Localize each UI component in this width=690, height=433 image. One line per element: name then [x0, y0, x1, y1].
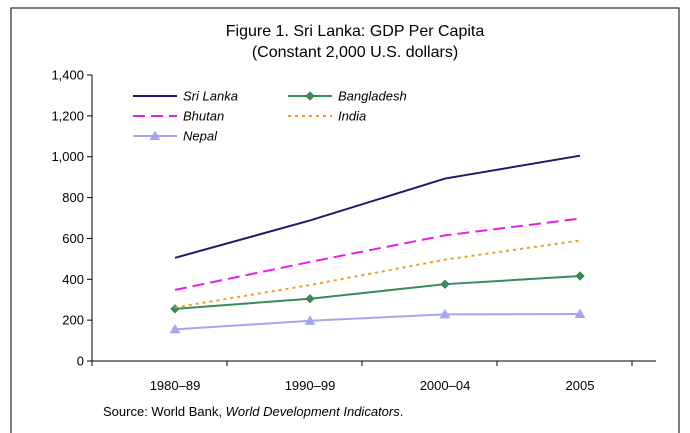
source-prefix: Source: World Bank,: [103, 404, 226, 419]
series-line-bangladesh: [174, 275, 581, 310]
x-tick-label: 2005: [566, 378, 595, 393]
y-tick-label: 1,000: [51, 149, 84, 164]
source-suffix: .: [400, 404, 404, 419]
data-point-bangladesh: [575, 271, 585, 281]
legend-item-bangladesh: Bangladesh: [288, 89, 407, 104]
chart-frame: [10, 7, 680, 433]
data-point-bangladesh: [305, 293, 315, 304]
plot-area: 0 200 400 600 800 1,000 1,200 1,400 1980–89 1990–…: [51, 68, 656, 393]
legend-label: Bhutan: [183, 109, 224, 124]
data-point-nepal: [169, 323, 181, 334]
legend-item-bhutan: Bhutan: [133, 109, 224, 124]
y-tick-label: 600: [62, 231, 84, 246]
series-line-nepal: [174, 313, 581, 331]
y-tick-label: 1,200: [51, 108, 84, 123]
data-point-nepal: [439, 308, 451, 319]
legend-item-nepal: Nepal: [133, 129, 218, 144]
y-tick-label: 400: [62, 272, 84, 287]
legend-item-sri-lanka: Sri Lanka: [133, 89, 238, 104]
legend-marker: [149, 130, 161, 140]
y-tick-label: 1,400: [51, 68, 84, 83]
data-point-nepal: [304, 315, 316, 325]
series-line-sri-lanka: [174, 154, 581, 259]
x-tick-label: 1990–99: [285, 378, 336, 393]
legend-marker: [305, 91, 315, 101]
source-title: World Development Indicators: [226, 404, 401, 419]
legend: Sri Lanka Bangladesh Bhutan India Nepal: [133, 89, 407, 144]
chart-title: Figure 1. Sri Lanka: GDP Per Capita: [226, 23, 485, 40]
x-tick-label: 1980–89: [150, 378, 201, 393]
data-point-nepal: [574, 308, 586, 319]
x-tick-label: 2000–04: [420, 378, 471, 393]
y-tick-label: 200: [62, 313, 84, 328]
chart-subtitle: (Constant 2,000 U.S. dollars): [252, 44, 458, 61]
source-note: Source: World Bank, World Development In…: [103, 404, 403, 419]
legend-label: Bangladesh: [338, 89, 407, 104]
y-tick-label: 800: [62, 190, 84, 205]
legend-label: Sri Lanka: [183, 89, 238, 104]
legend-item-india: India: [288, 109, 366, 124]
series-line-bhutan: [174, 217, 581, 291]
data-point-bangladesh: [440, 279, 450, 289]
legend-label: India: [338, 109, 366, 124]
legend-label: Nepal: [183, 129, 218, 144]
series-line-india: [174, 239, 581, 309]
y-tick-label: 0: [77, 354, 84, 369]
